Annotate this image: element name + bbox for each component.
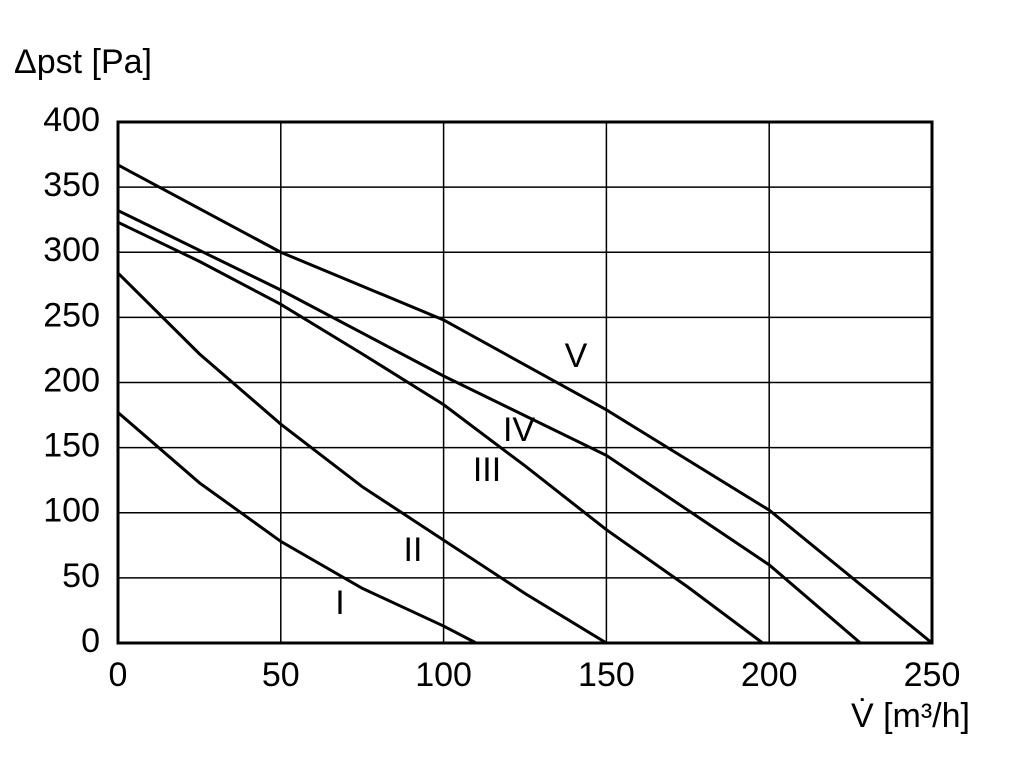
x-tick-label: 200 — [741, 656, 798, 694]
y-tick-label: 400 — [43, 101, 100, 139]
x-tick-label: 150 — [578, 656, 635, 694]
curve — [117, 220, 764, 645]
curve-label: V — [565, 337, 588, 375]
curve-label: I — [335, 584, 344, 622]
y-tick-label: 150 — [43, 427, 100, 465]
y-tick-label: 200 — [43, 361, 100, 399]
y-tick-label: 0 — [81, 622, 100, 660]
x-tick-label: 100 — [415, 656, 472, 694]
y-tick-label: 250 — [43, 296, 100, 334]
y-tick-label: 300 — [43, 231, 100, 269]
y-tick-label: 50 — [62, 557, 100, 595]
curve — [116, 272, 608, 645]
x-tick-label: 250 — [904, 656, 961, 694]
curve-label: II — [404, 531, 423, 569]
curve — [117, 411, 477, 645]
x-axis-label: V̇ [m³/h] — [851, 697, 970, 735]
curve-label: III — [473, 451, 501, 489]
x-tick-label: 50 — [262, 656, 300, 694]
curve-label: IV — [503, 411, 535, 449]
y-tick-label: 100 — [43, 492, 100, 530]
curve — [117, 209, 862, 645]
y-tick-label: 350 — [43, 166, 100, 204]
x-tick-label: 0 — [109, 656, 128, 694]
curve — [117, 163, 933, 645]
plot-frame — [116, 120, 934, 645]
y-axis-label: Δpst [Pa] — [14, 43, 152, 81]
